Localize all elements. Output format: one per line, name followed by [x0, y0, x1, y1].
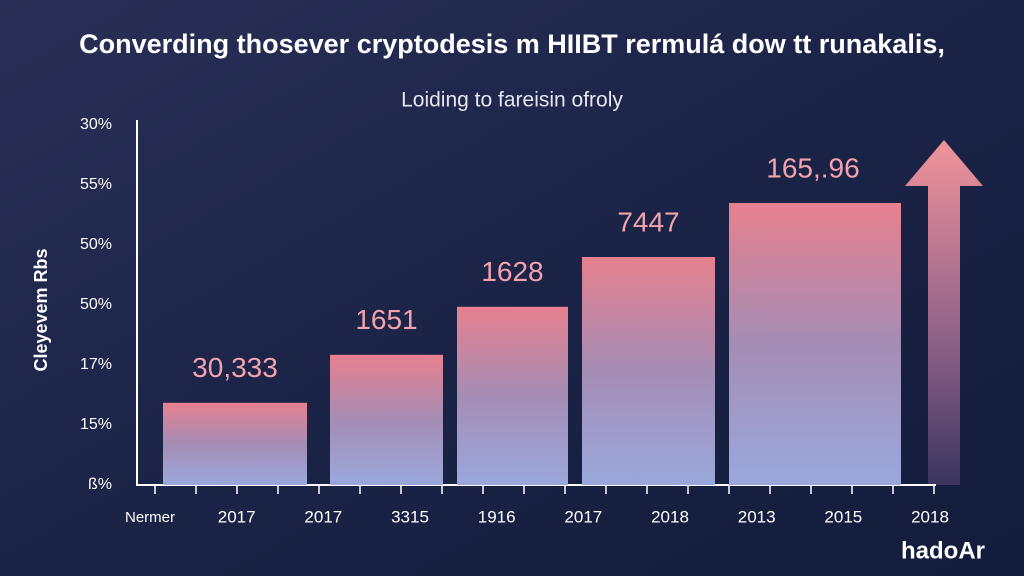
y-tick-label: 15% — [80, 416, 112, 433]
x-tick-label: 2018 — [911, 507, 949, 526]
y-tick-label: ß% — [88, 476, 112, 493]
x-tick-label: 2017 — [564, 507, 602, 526]
bar — [729, 203, 901, 485]
x-tick-label: 2017 — [218, 507, 256, 526]
trend-arrow — [905, 140, 983, 485]
bar — [163, 402, 307, 485]
bar — [457, 306, 568, 485]
x-tick-label: 2018 — [651, 507, 689, 526]
chart-subtitle: Loiding to fareisin ofroly — [401, 89, 623, 112]
bar — [582, 257, 715, 485]
x-tick-label: 2015 — [824, 507, 862, 526]
bar-label: 165,.96 — [766, 152, 859, 183]
x-tick-label: 2013 — [738, 507, 776, 526]
chart-title: Converding thosever cryptodesis m HIIBT … — [79, 29, 945, 59]
x-tick-label: Nermer — [125, 509, 175, 526]
x-tick-label: 1916 — [478, 507, 516, 526]
y-tick-label: 55% — [80, 176, 112, 193]
y-tick-label: 50% — [80, 296, 112, 313]
brand-logo: hadoAr — [901, 537, 985, 564]
x-tick-label: 2017 — [304, 507, 342, 526]
y-axis-label: Cleyevem Rbs — [31, 248, 51, 371]
y-tick-label: 50% — [80, 236, 112, 253]
bar-label: 7447 — [617, 206, 679, 237]
x-tick-label: 3315 — [391, 507, 429, 526]
bar-label: 1628 — [481, 256, 543, 287]
y-tick-label: 17% — [80, 356, 112, 373]
bar — [330, 354, 443, 485]
bar-label: 30,333 — [192, 352, 278, 383]
bar-label: 1651 — [355, 304, 417, 335]
y-tick-label: 30% — [80, 116, 112, 133]
